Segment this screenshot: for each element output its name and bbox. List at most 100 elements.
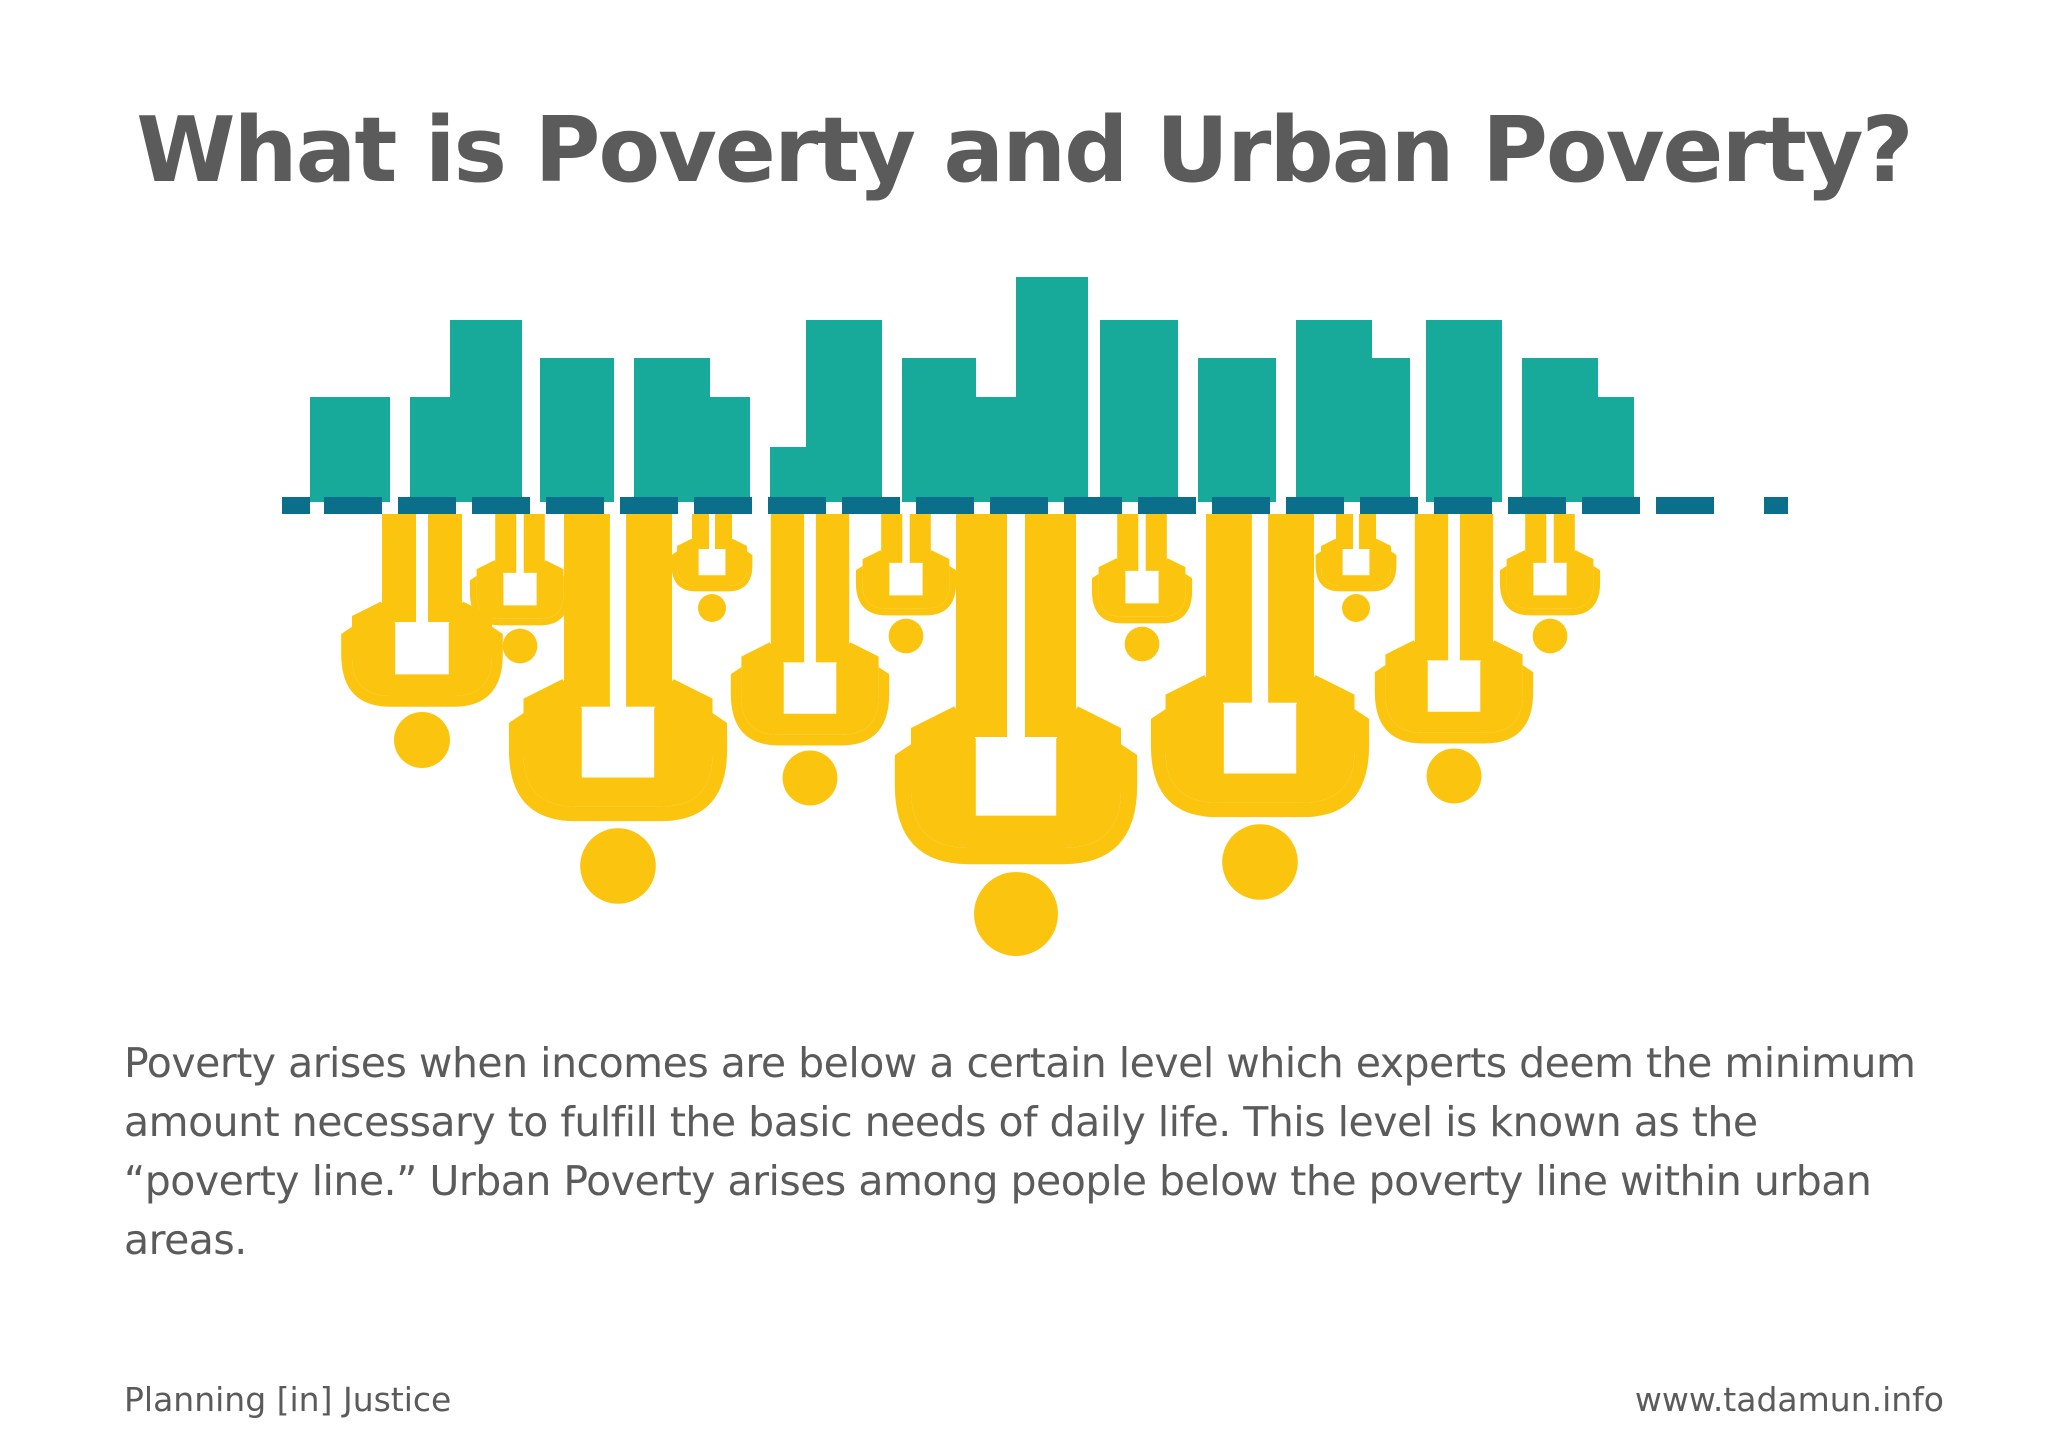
poverty-line-dash xyxy=(546,497,604,514)
person-leg-left xyxy=(382,514,416,622)
building xyxy=(976,397,1016,502)
person-figure xyxy=(1499,514,1601,654)
person-leg-right xyxy=(815,514,850,663)
poverty-line-dash xyxy=(1658,497,1682,514)
city-skyline xyxy=(310,277,1634,502)
person-leg-right xyxy=(1459,514,1494,661)
person-leg-left xyxy=(564,514,610,707)
person-figure xyxy=(469,514,571,664)
poverty-line-dash xyxy=(398,497,456,514)
person-leg-right xyxy=(909,514,931,563)
building xyxy=(902,358,976,502)
person-figure xyxy=(671,514,753,622)
person-figure xyxy=(730,514,890,806)
person-leg-left xyxy=(1336,514,1353,549)
poverty-line-dash xyxy=(1138,497,1196,514)
building xyxy=(540,358,614,502)
building xyxy=(1198,358,1276,502)
page-title: What is Poverty and Urban Poverty? xyxy=(136,98,1913,203)
person-head xyxy=(502,628,538,664)
person-figure xyxy=(1150,514,1370,900)
person-leg-left xyxy=(495,514,517,573)
person-leg-right xyxy=(428,514,462,622)
building xyxy=(806,320,882,502)
person-leg-left xyxy=(956,514,1007,737)
person-torso xyxy=(862,550,950,609)
person-torso xyxy=(476,560,564,619)
person-leg-right xyxy=(715,514,732,549)
building xyxy=(1100,320,1178,502)
poverty-line-dash xyxy=(1286,497,1344,514)
poverty-line-dash xyxy=(916,497,974,514)
person-leg-right xyxy=(1553,514,1575,563)
person-leg-left xyxy=(692,514,709,549)
person-leg-left xyxy=(770,514,805,663)
description-text: Poverty arises when incomes are below a … xyxy=(124,1039,1916,1264)
person-head xyxy=(1124,626,1160,662)
person-torso xyxy=(1321,538,1391,586)
person-figure xyxy=(1315,514,1397,622)
poverty-line-dash xyxy=(1764,497,1788,514)
building xyxy=(1426,320,1502,502)
person-torso xyxy=(523,679,713,807)
person-head xyxy=(1222,824,1298,900)
person-torso xyxy=(1165,675,1355,803)
person-figure xyxy=(341,514,503,768)
person-leg-left xyxy=(1206,514,1252,703)
person-torso xyxy=(741,642,879,735)
building xyxy=(770,447,806,502)
poverty-line-dash xyxy=(1508,497,1566,514)
building xyxy=(310,397,390,502)
person-leg-right xyxy=(1025,514,1076,737)
person-leg-left xyxy=(1414,514,1449,661)
building xyxy=(1522,358,1598,502)
person-leg-left xyxy=(1117,514,1139,571)
people-below-line xyxy=(341,514,1601,956)
person-torso xyxy=(1385,640,1523,733)
person-torso xyxy=(677,538,747,586)
person-figure xyxy=(1374,514,1534,804)
poverty-line-dash xyxy=(694,497,752,514)
person-figure xyxy=(1091,514,1193,662)
person-head xyxy=(1532,618,1568,654)
person-torso xyxy=(352,601,492,696)
building xyxy=(1296,320,1372,502)
person-leg-right xyxy=(523,514,545,573)
poverty-line-dash xyxy=(1212,497,1270,514)
person-figure xyxy=(855,514,957,654)
building xyxy=(1016,277,1088,502)
building xyxy=(1598,397,1634,502)
poverty-line-dash xyxy=(1582,497,1640,514)
person-head xyxy=(1426,748,1482,804)
poverty-line-dash xyxy=(768,497,826,514)
building xyxy=(1372,358,1410,502)
person-torso xyxy=(1506,550,1594,609)
person-head xyxy=(974,872,1058,956)
person-figure xyxy=(894,514,1138,956)
poverty-line-dash xyxy=(472,497,530,514)
building xyxy=(450,320,522,502)
person-leg-left xyxy=(1525,514,1547,563)
person-head xyxy=(698,594,726,622)
poverty-line-dash xyxy=(324,497,382,514)
person-figure xyxy=(508,514,728,904)
poverty-line-dash xyxy=(1434,497,1492,514)
person-head xyxy=(888,618,924,654)
poverty-line-dash xyxy=(1360,497,1418,514)
person-torso xyxy=(1098,558,1186,617)
poverty-line-dash xyxy=(990,497,1048,514)
person-leg-left xyxy=(881,514,903,563)
building xyxy=(634,358,710,502)
building xyxy=(710,397,750,502)
person-leg-right xyxy=(626,514,672,707)
person-head xyxy=(782,750,838,806)
poverty-line xyxy=(282,497,1788,514)
poverty-line-dash xyxy=(842,497,900,514)
person-head xyxy=(580,828,656,904)
poverty-line-dash xyxy=(620,497,678,514)
footer-website: www.tadamun.info xyxy=(1634,1380,1944,1419)
person-head xyxy=(1342,594,1370,622)
building xyxy=(410,397,450,502)
person-torso xyxy=(911,706,1121,848)
